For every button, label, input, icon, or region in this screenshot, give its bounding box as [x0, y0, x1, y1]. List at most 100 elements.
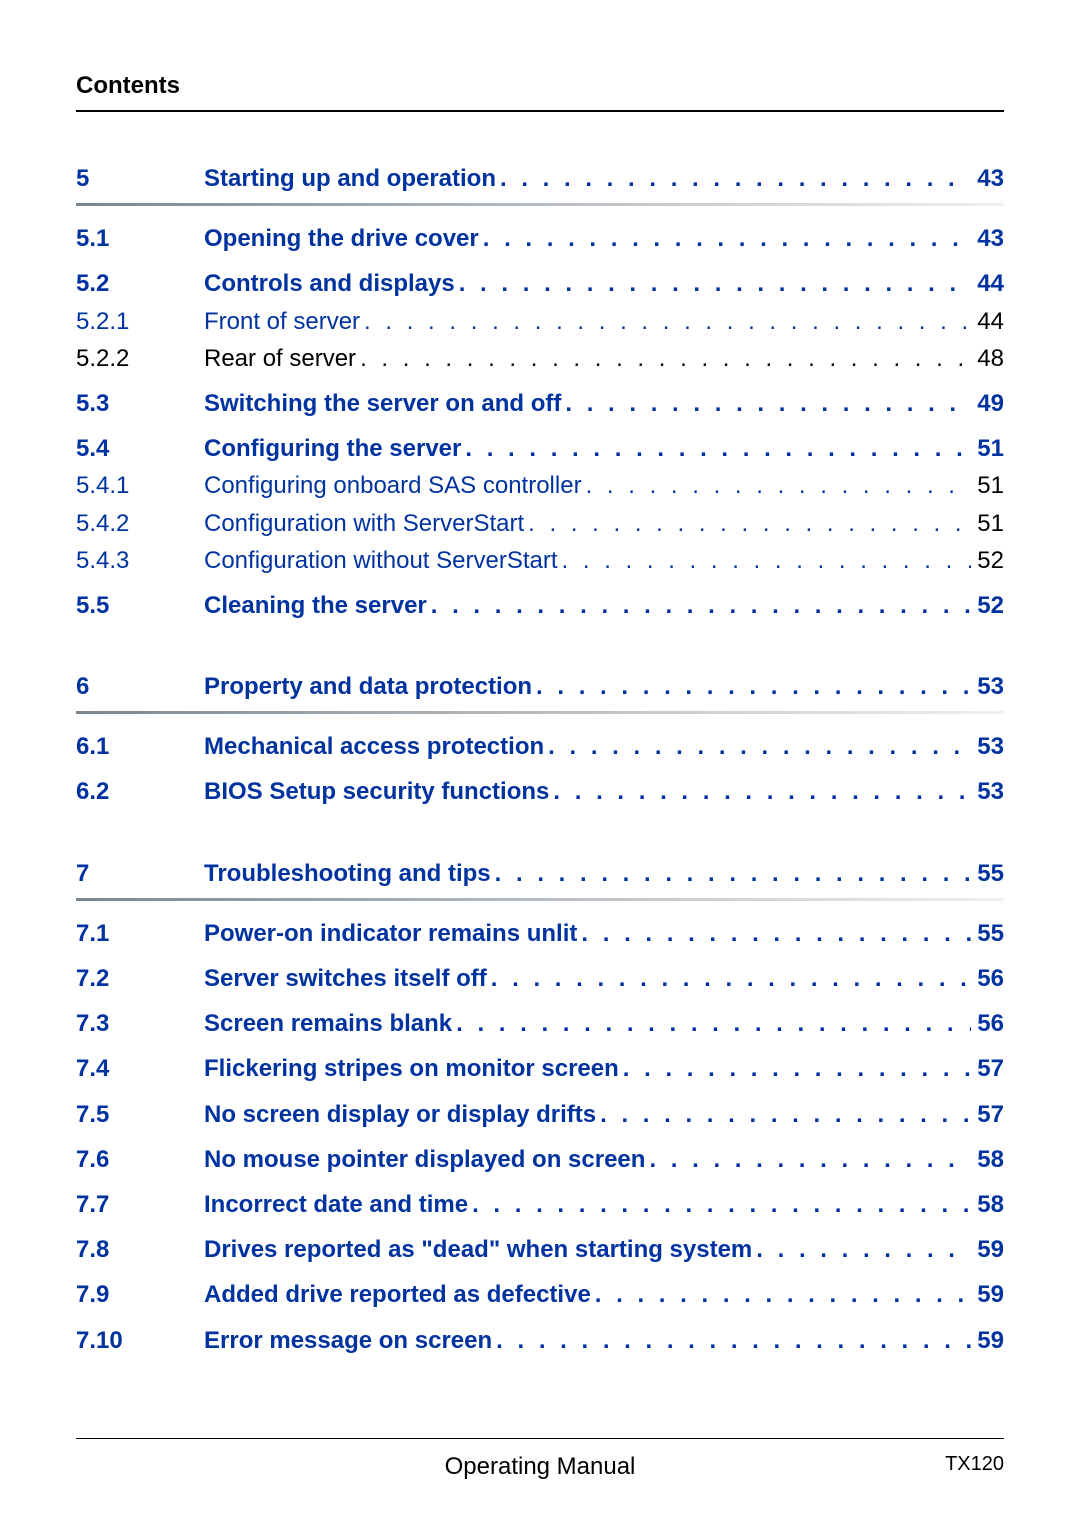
- toc-page: 55: [971, 915, 1004, 952]
- footer-rule: [76, 1438, 1004, 1439]
- toc-spacer: [76, 624, 1004, 668]
- toc-number: 6.2: [76, 773, 204, 810]
- toc-entry[interactable]: 5.5Cleaning the server . . . . . . . . .…: [76, 587, 1004, 624]
- toc-page: 44: [971, 303, 1004, 340]
- toc-entry[interactable]: 7.2Server switches itself off . . . . . …: [76, 960, 1004, 997]
- toc-leader: . . . . . . . . . . . . . . . . . . . . …: [752, 1231, 971, 1268]
- toc-spacer: [76, 720, 1004, 728]
- toc-title: Front of server: [204, 303, 360, 340]
- toc-number: 5.2.2: [76, 340, 204, 377]
- toc-entry[interactable]: 5.2.1Front of server . . . . . . . . . .…: [76, 303, 1004, 340]
- toc-leader: . . . . . . . . . . . . . . . . . . . . …: [468, 1186, 971, 1223]
- toc-chapter[interactable]: 7Troubleshooting and tips . . . . . . . …: [76, 855, 1004, 892]
- toc-page: 51: [971, 467, 1004, 504]
- toc-leader: . . . . . . . . . . . . . . . . . . . . …: [360, 303, 971, 340]
- toc-leader: . . . . . . . . . . . . . . . . . . . . …: [496, 160, 971, 197]
- toc-entry[interactable]: 7.9Added drive reported as defective . .…: [76, 1276, 1004, 1313]
- toc-page: 59: [971, 1322, 1004, 1359]
- toc-entry[interactable]: 5.2.2Rear of server . . . . . . . . . . …: [76, 340, 1004, 377]
- toc-entry[interactable]: 5.2Controls and displays . . . . . . . .…: [76, 265, 1004, 302]
- toc-number: 7.5: [76, 1096, 204, 1133]
- toc-entry[interactable]: 6.2BIOS Setup security functions . . . .…: [76, 773, 1004, 810]
- toc-page: 58: [971, 1186, 1004, 1223]
- toc-group-rule: [76, 711, 1004, 714]
- toc-title: Opening the drive cover: [204, 220, 479, 257]
- toc-title: BIOS Setup security functions: [204, 773, 549, 810]
- toc-leader: . . . . . . . . . . . . . . . . . . . . …: [544, 728, 971, 765]
- toc-leader: . . . . . . . . . . . . . . . . . . . . …: [427, 587, 972, 624]
- toc-group-rule: [76, 203, 1004, 206]
- toc-spacer: [76, 1042, 1004, 1050]
- toc-entry[interactable]: 6.1Mechanical access protection . . . . …: [76, 728, 1004, 765]
- toc-leader: . . . . . . . . . . . . . . . . . . . . …: [596, 1096, 971, 1133]
- toc-spacer: [76, 1088, 1004, 1096]
- toc-number: 7.1: [76, 915, 204, 952]
- toc-spacer: [76, 811, 1004, 855]
- toc-leader: . . . . . . . . . . . . . . . . . . . . …: [452, 1005, 971, 1042]
- toc-page: 51: [971, 505, 1004, 542]
- toc-entry[interactable]: 7.7Incorrect date and time . . . . . . .…: [76, 1186, 1004, 1223]
- toc-number: 6.1: [76, 728, 204, 765]
- toc-number: 7.9: [76, 1276, 204, 1313]
- toc-title: Controls and displays: [204, 265, 455, 302]
- toc-entry[interactable]: 7.6No mouse pointer displayed on screen …: [76, 1141, 1004, 1178]
- toc-leader: . . . . . . . . . . . . . . . . . . . . …: [645, 1141, 971, 1178]
- toc-number: 7.2: [76, 960, 204, 997]
- toc-leader: . . . . . . . . . . . . . . . . . . . . …: [561, 385, 971, 422]
- toc-page: 43: [971, 160, 1004, 197]
- toc-page: 59: [971, 1231, 1004, 1268]
- toc-leader: . . . . . . . . . . . . . . . . . . . . …: [524, 505, 971, 542]
- toc-title: Incorrect date and time: [204, 1186, 468, 1223]
- toc-page: 53: [971, 668, 1004, 705]
- header-rule: [76, 110, 1004, 112]
- toc-entry[interactable]: 5.3Switching the server on and off . . .…: [76, 385, 1004, 422]
- toc-title: Configuration without ServerStart: [204, 542, 558, 579]
- toc-page: 58: [971, 1141, 1004, 1178]
- toc-page: 53: [971, 728, 1004, 765]
- toc-number: 7: [76, 855, 204, 892]
- toc-spacer: [76, 952, 1004, 960]
- toc-group-rule: [76, 898, 1004, 901]
- toc-page: 57: [971, 1050, 1004, 1087]
- toc-spacer: [76, 1268, 1004, 1276]
- toc-chapter[interactable]: 6Property and data protection . . . . . …: [76, 668, 1004, 705]
- toc-entry[interactable]: 7.1Power-on indicator remains unlit . . …: [76, 915, 1004, 952]
- toc-entry[interactable]: 7.4Flickering stripes on monitor screen …: [76, 1050, 1004, 1087]
- toc-leader: . . . . . . . . . . . . . . . . . . . . …: [461, 430, 971, 467]
- toc-leader: . . . . . . . . . . . . . . . . . . . . …: [492, 1322, 971, 1359]
- toc-title: Switching the server on and off: [204, 385, 561, 422]
- toc-spacer: [76, 579, 1004, 587]
- toc-title: No mouse pointer displayed on screen: [204, 1141, 645, 1178]
- toc-entry[interactable]: 7.10Error message on screen . . . . . . …: [76, 1322, 1004, 1359]
- toc-entry[interactable]: 5.1Opening the drive cover . . . . . . .…: [76, 220, 1004, 257]
- toc-number: 5: [76, 160, 204, 197]
- toc-spacer: [76, 1314, 1004, 1322]
- toc-spacer: [76, 765, 1004, 773]
- toc-entry[interactable]: 5.4.3Configuration without ServerStart .…: [76, 542, 1004, 579]
- toc-number: 7.4: [76, 1050, 204, 1087]
- toc-entry[interactable]: 7.5No screen display or display drifts .…: [76, 1096, 1004, 1133]
- toc-chapter[interactable]: 5Starting up and operation . . . . . . .…: [76, 160, 1004, 197]
- toc-entry[interactable]: 5.4Configuring the server . . . . . . . …: [76, 430, 1004, 467]
- toc-page: 43: [971, 220, 1004, 257]
- toc-container: 5Starting up and operation . . . . . . .…: [76, 160, 1004, 1359]
- toc-entry[interactable]: 5.4.2Configuration with ServerStart . . …: [76, 505, 1004, 542]
- toc-title: Rear of server: [204, 340, 356, 377]
- toc-entry[interactable]: 7.3Screen remains blank . . . . . . . . …: [76, 1005, 1004, 1042]
- toc-title: No screen display or display drifts: [204, 1096, 596, 1133]
- toc-page: 52: [971, 587, 1004, 624]
- toc-number: 7.8: [76, 1231, 204, 1268]
- toc-entry[interactable]: 5.4.1Configuring onboard SAS controller …: [76, 467, 1004, 504]
- toc-spacer: [76, 212, 1004, 220]
- toc-number: 5.4.3: [76, 542, 204, 579]
- toc-leader: . . . . . . . . . . . . . . . . . . . . …: [582, 467, 972, 504]
- toc-spacer: [76, 1223, 1004, 1231]
- toc-entry[interactable]: 7.8Drives reported as "dead" when starti…: [76, 1231, 1004, 1268]
- toc-page: 56: [971, 1005, 1004, 1042]
- toc-number: 5.2: [76, 265, 204, 302]
- toc-leader: . . . . . . . . . . . . . . . . . . . . …: [479, 220, 972, 257]
- toc-title: Configuration with ServerStart: [204, 505, 524, 542]
- toc-leader: . . . . . . . . . . . . . . . . . . . . …: [591, 1276, 972, 1313]
- toc-title: Power-on indicator remains unlit: [204, 915, 577, 952]
- toc-spacer: [76, 377, 1004, 385]
